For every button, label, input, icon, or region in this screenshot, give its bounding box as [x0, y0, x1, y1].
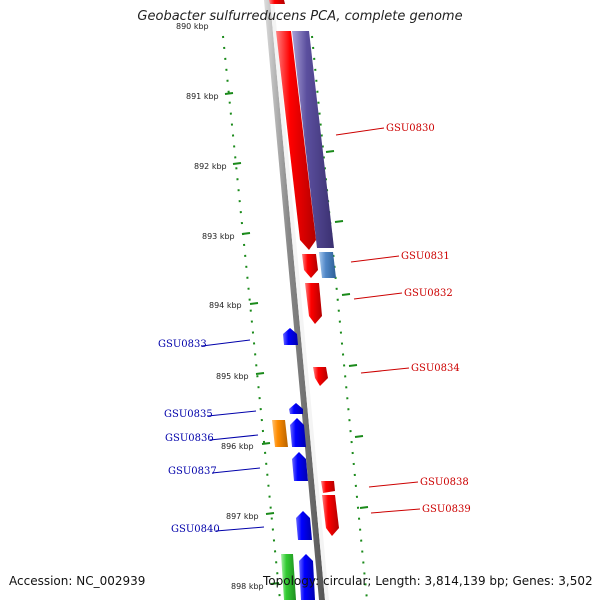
gene-arrow-GSU0831[interactable] [302, 254, 318, 278]
label-GSU0840[interactable]: GSU0840 [171, 524, 265, 535]
genome-summary: Topology: circular; Length: 3,814,139 bp… [263, 574, 593, 588]
label-GSU0835[interactable]: GSU0835 [164, 409, 257, 420]
scale-label-892: 892 kbp [194, 162, 227, 171]
gene-arrow-GSU0835[interactable] [289, 403, 303, 414]
map-title: Geobacter sulfurreducens PCA, complete g… [137, 9, 463, 24]
label-GSU0834[interactable]: GSU0834 [360, 363, 460, 374]
gene-arrow-GSU0839[interactable] [322, 495, 339, 536]
svg-text:GSU0837: GSU0837 [168, 466, 217, 477]
cds-feature-green [281, 554, 296, 600]
cds-feature-purple [292, 31, 334, 248]
svg-text:GSU0835: GSU0835 [164, 409, 213, 420]
gene-arrow-GSU0836[interactable] [290, 418, 306, 447]
left-major-ticks [224, 92, 280, 585]
svg-text:GSU0834: GSU0834 [411, 363, 460, 374]
label-GSU0836[interactable]: GSU0836 [165, 433, 259, 444]
scale-label-898: 898 kbp [231, 582, 264, 591]
scale-label-896: 896 kbp [221, 442, 254, 451]
svg-text:GSU0832: GSU0832 [404, 288, 453, 299]
label-GSU0830[interactable]: GSU0830 [335, 123, 435, 136]
scale-label-890: 890 kbp [176, 22, 209, 31]
right-major-ticks [325, 150, 369, 509]
label-GSU0839[interactable]: GSU0839 [370, 504, 471, 515]
gene-arrow-GSU0832[interactable] [305, 283, 322, 324]
label-GSU0833[interactable]: GSU0833 [158, 339, 251, 350]
cds-feature-orange [272, 420, 288, 447]
gene-arrow-top-fragment [269, 0, 285, 4]
svg-text:GSU0839: GSU0839 [422, 504, 471, 515]
gene-arrow-GSU0830[interactable] [276, 31, 316, 250]
scale-label-891: 891 kbp [186, 92, 219, 101]
svg-text:GSU0830: GSU0830 [386, 123, 435, 134]
gene-arrow-GSU0838[interactable] [321, 481, 335, 493]
genome-backbone [264, 0, 325, 600]
label-GSU0837[interactable]: GSU0837 [168, 466, 261, 477]
scale-label-894: 894 kbp [209, 301, 242, 310]
svg-text:GSU0838: GSU0838 [420, 477, 469, 488]
accession-label: Accession: NC_002939 [9, 574, 146, 588]
gene-arrow-GSU0840[interactable] [296, 511, 312, 540]
label-GSU0838[interactable]: GSU0838 [368, 477, 469, 488]
backbone-highlight [270, 0, 329, 600]
scale-label-895: 895 kbp [216, 372, 249, 381]
label-GSU0831[interactable]: GSU0831 [350, 251, 450, 263]
svg-text:GSU0833: GSU0833 [158, 339, 207, 350]
scale-label-897: 897 kbp [226, 512, 259, 521]
svg-text:GSU0836: GSU0836 [165, 433, 214, 444]
gene-arrow-GSU0833[interactable] [283, 328, 298, 345]
label-GSU0832[interactable]: GSU0832 [353, 288, 453, 300]
gene-arrow-GSU0834[interactable] [313, 367, 328, 386]
gene-arrow-bottom[interactable] [299, 554, 315, 600]
cds-feature-steelblue [319, 252, 336, 278]
gene-arrow-GSU0837[interactable] [292, 452, 308, 481]
svg-text:GSU0831: GSU0831 [401, 251, 450, 262]
svg-text:GSU0840: GSU0840 [171, 524, 220, 535]
scale-label-893: 893 kbp [202, 232, 235, 241]
